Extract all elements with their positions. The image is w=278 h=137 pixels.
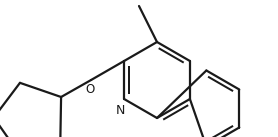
Text: N: N	[116, 105, 125, 118]
Text: NH₂: NH₂	[129, 0, 151, 4]
Text: O: O	[85, 83, 95, 96]
